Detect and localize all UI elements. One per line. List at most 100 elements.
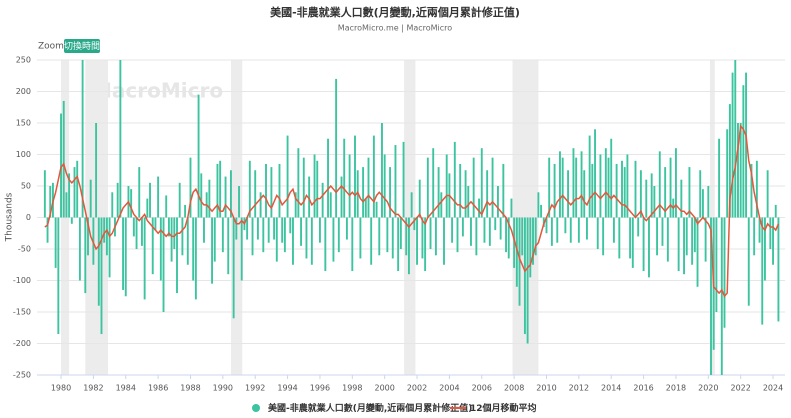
bar [685,217,688,256]
bar [534,217,537,256]
bar [105,217,108,256]
bar [229,170,232,218]
bar [391,217,394,259]
bar [639,170,642,218]
bar [470,217,472,246]
x-tick-label: 1988 [180,384,200,393]
bar [167,217,170,237]
bar [310,217,313,265]
bar [65,192,68,218]
bar [656,217,659,256]
chart-title: 美國-非農就業人口數(月變動,近兩個月累計修正值) [270,5,520,19]
bar [486,170,489,218]
bar [588,135,591,218]
bar [367,157,370,218]
bar [197,94,200,218]
bar [100,217,103,335]
bar [200,173,203,218]
bar [594,129,596,218]
bar [664,167,667,218]
bar [178,182,181,218]
bar [265,163,267,218]
y-tick-label: -200 [13,339,31,348]
bar [329,192,332,218]
x-tick-label: 2002 [407,384,427,393]
bar [381,123,383,218]
x-tick-label: 2024 [763,384,783,393]
bar [267,217,270,243]
bar [273,217,276,240]
y-tick-label: 250 [16,56,31,65]
bar [596,217,599,249]
bar [283,217,286,253]
bar [84,217,87,294]
bar [453,141,456,218]
bar [680,179,683,218]
bar [612,217,615,243]
bar [97,217,100,306]
y-axis-title: Thousands [5,192,15,242]
bar [696,217,699,287]
bar [286,135,289,218]
bar [413,217,416,231]
bar [305,217,308,259]
bar [289,217,292,234]
bar [176,217,178,294]
x-tick-label: 2010 [536,384,556,393]
bar [537,192,540,218]
bar [116,182,119,218]
bar [599,154,602,218]
legend-label: 美國-非農就業人口數(月變動,近兩個月累計修正值) [268,402,472,414]
bar [564,217,567,234]
bar [515,217,518,287]
bar [440,192,443,218]
bar [46,217,49,243]
bar [70,217,73,224]
bar [745,72,748,218]
bar [648,217,650,278]
bar [238,186,240,218]
bar [577,217,580,243]
bar [359,217,362,259]
bar [777,217,780,322]
bar [502,163,505,218]
bar [184,204,187,218]
bar [561,157,564,218]
zoom-button-label[interactable]: 切換時間 [64,40,100,52]
bar [73,167,76,218]
bar [497,186,499,218]
x-tick-label: 1982 [83,384,103,393]
bar [410,192,413,218]
bar [60,113,62,218]
bar [723,217,726,328]
x-tick-label: 1992 [245,384,265,393]
y-tick-label: 100 [16,150,31,159]
legend-swatch [252,404,260,412]
bar [262,217,265,253]
bar [332,217,335,262]
bar [162,217,165,312]
bar [545,217,548,234]
bar [518,217,521,306]
bar [602,217,605,256]
line [44,124,780,298]
bar [610,138,613,218]
bar [505,217,507,253]
y-tick-label: -250 [13,371,31,380]
bar [170,217,173,262]
bar [313,154,316,218]
bar [186,217,189,265]
bar [62,100,65,218]
bar [615,163,618,218]
bar [294,192,297,218]
bar [232,217,235,319]
bar [240,217,243,281]
bar [540,204,543,218]
zoom-button[interactable] [64,39,100,53]
bar [221,217,224,253]
bar [688,167,691,218]
bar [308,176,311,218]
bar [661,217,664,246]
bar [432,148,435,218]
x-tick-label: 1986 [148,384,168,393]
